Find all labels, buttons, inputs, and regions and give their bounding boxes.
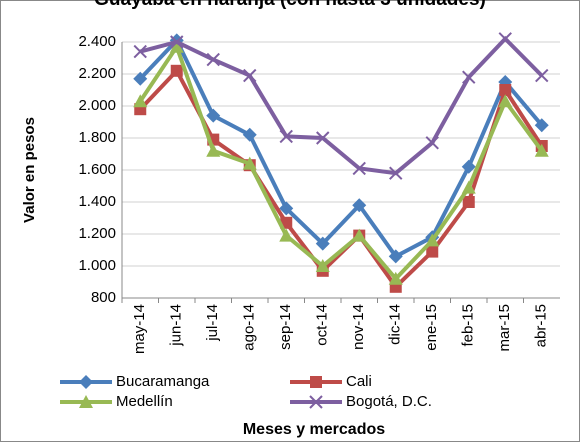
data-point — [279, 201, 294, 216]
data-point — [279, 228, 294, 242]
data-point — [315, 259, 330, 272]
legend-label: Bogotá, D.C. — [346, 393, 432, 410]
data-point — [352, 228, 367, 242]
data-point — [461, 159, 476, 174]
data-point — [170, 64, 183, 77]
x-tick-label: sep-14 — [277, 304, 294, 350]
data-point — [534, 143, 549, 157]
y-tick-label: 1.400 — [78, 193, 116, 210]
data-point — [425, 233, 440, 247]
x-tick-label: ago-14 — [241, 304, 258, 351]
x-tick-label: mar-15 — [496, 304, 513, 352]
data-point — [388, 271, 403, 285]
legend-label: Cali — [346, 373, 372, 390]
x-tick-label: ene-15 — [423, 304, 440, 351]
x-tick-label: feb-15 — [460, 304, 477, 347]
x-tick-label: oct-14 — [314, 304, 331, 346]
y-tick-label: 1.800 — [78, 129, 116, 146]
data-point — [243, 68, 257, 83]
data-point — [461, 180, 476, 194]
x-tick-label: nov-14 — [350, 304, 367, 350]
y-tick-label: 1.600 — [78, 161, 116, 178]
data-point — [535, 68, 549, 83]
chart-title: Guayaba en naranja (con hasta 3 unidades… — [94, 0, 486, 10]
data-point — [206, 108, 221, 123]
x-axis-title: Meses y mercados — [243, 421, 385, 438]
y-tick-label: 2.200 — [78, 65, 116, 82]
data-point — [426, 245, 439, 258]
data-point — [498, 32, 512, 46]
y-tick-label: 2.400 — [78, 33, 116, 50]
series-line — [138, 36, 544, 259]
legend-marker — [309, 395, 323, 409]
series-line — [138, 42, 544, 282]
legend-marker — [79, 395, 93, 408]
data-point — [462, 70, 476, 84]
data-point — [169, 39, 184, 53]
x-tick-label: jul-14 — [204, 304, 221, 342]
x-tick-label: jun-14 — [168, 304, 185, 347]
legend-marker — [79, 375, 93, 389]
data-point — [242, 156, 257, 170]
data-point — [389, 166, 403, 180]
legend-label: Bucaramanga — [116, 373, 210, 390]
data-point — [499, 84, 512, 96]
data-point — [279, 129, 293, 144]
x-tick-label: may-14 — [131, 304, 148, 354]
data-point — [388, 249, 403, 264]
series-line — [139, 35, 544, 176]
data-point — [206, 143, 221, 157]
legend-marker — [310, 376, 322, 388]
y-tick-label: 1.000 — [78, 257, 116, 274]
data-point — [352, 161, 366, 176]
data-point — [133, 71, 148, 86]
y-axis-title: Valor en pesos — [21, 117, 38, 223]
x-tick-label: dic-14 — [387, 304, 404, 345]
data-point — [206, 52, 220, 67]
y-tick-label: 1.200 — [78, 225, 116, 242]
y-tick-label: 800 — [91, 289, 116, 306]
legend-label: Medellín — [116, 393, 173, 410]
data-point — [462, 196, 475, 208]
data-point — [133, 94, 148, 108]
data-point — [316, 131, 330, 145]
data-point — [170, 35, 184, 49]
data-point — [315, 236, 330, 251]
data-point — [352, 198, 367, 213]
data-point — [498, 94, 513, 108]
y-tick-label: 2.000 — [78, 97, 116, 114]
data-point — [133, 44, 147, 59]
data-point — [242, 127, 257, 142]
data-point — [534, 118, 549, 133]
x-tick-label: abr-15 — [533, 304, 550, 347]
data-point — [425, 136, 439, 150]
